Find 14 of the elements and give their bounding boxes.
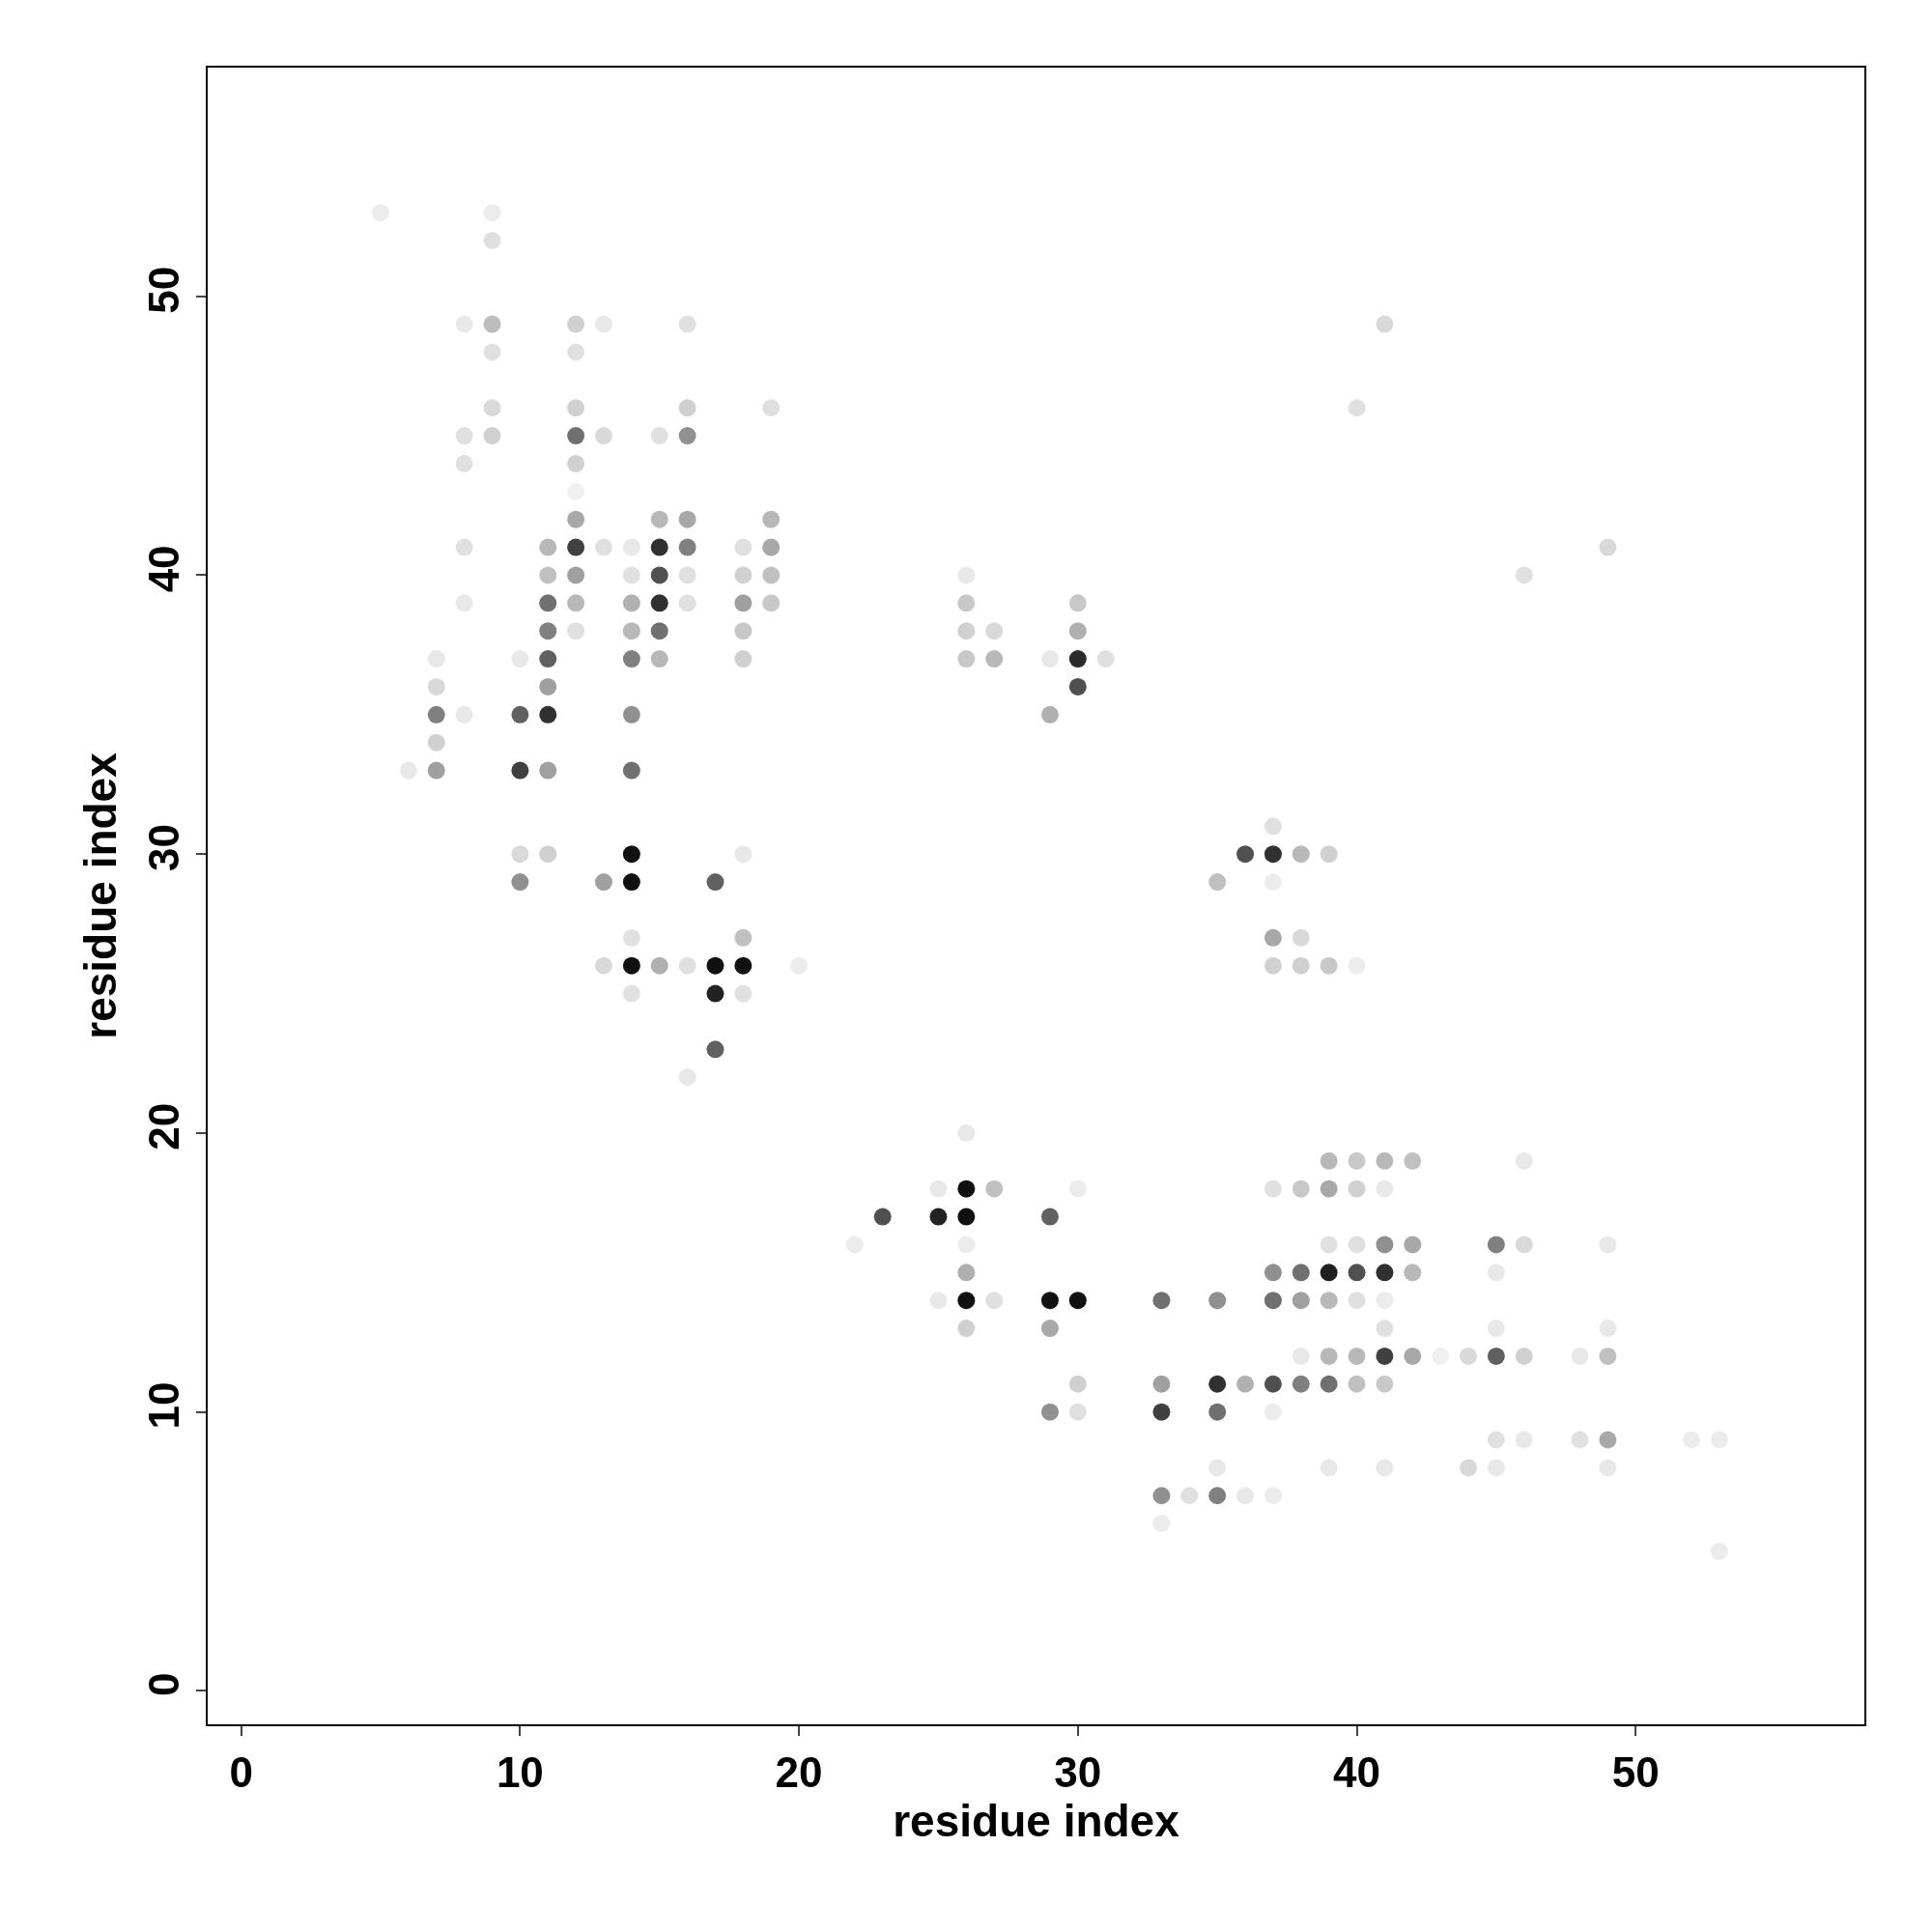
x-tick-label: 40	[1333, 1747, 1381, 1796]
x-tick-label: 0	[229, 1747, 253, 1796]
y-tick-label: 0	[140, 1672, 188, 1696]
x-tick-label: 10	[496, 1747, 544, 1796]
y-tick-label: 40	[140, 545, 188, 593]
x-tick-label: 50	[1611, 1747, 1660, 1796]
x-tick-label: 20	[775, 1747, 823, 1796]
y-tick-label: 30	[140, 824, 188, 872]
y-tick-label: 20	[140, 1102, 188, 1151]
x-axis-title: residue index	[893, 1795, 1180, 1846]
x-tick-label: 30	[1054, 1747, 1102, 1796]
y-tick-label: 10	[140, 1381, 188, 1430]
y-tick-label: 50	[140, 266, 188, 314]
y-axis-title: residue index	[75, 752, 127, 1039]
